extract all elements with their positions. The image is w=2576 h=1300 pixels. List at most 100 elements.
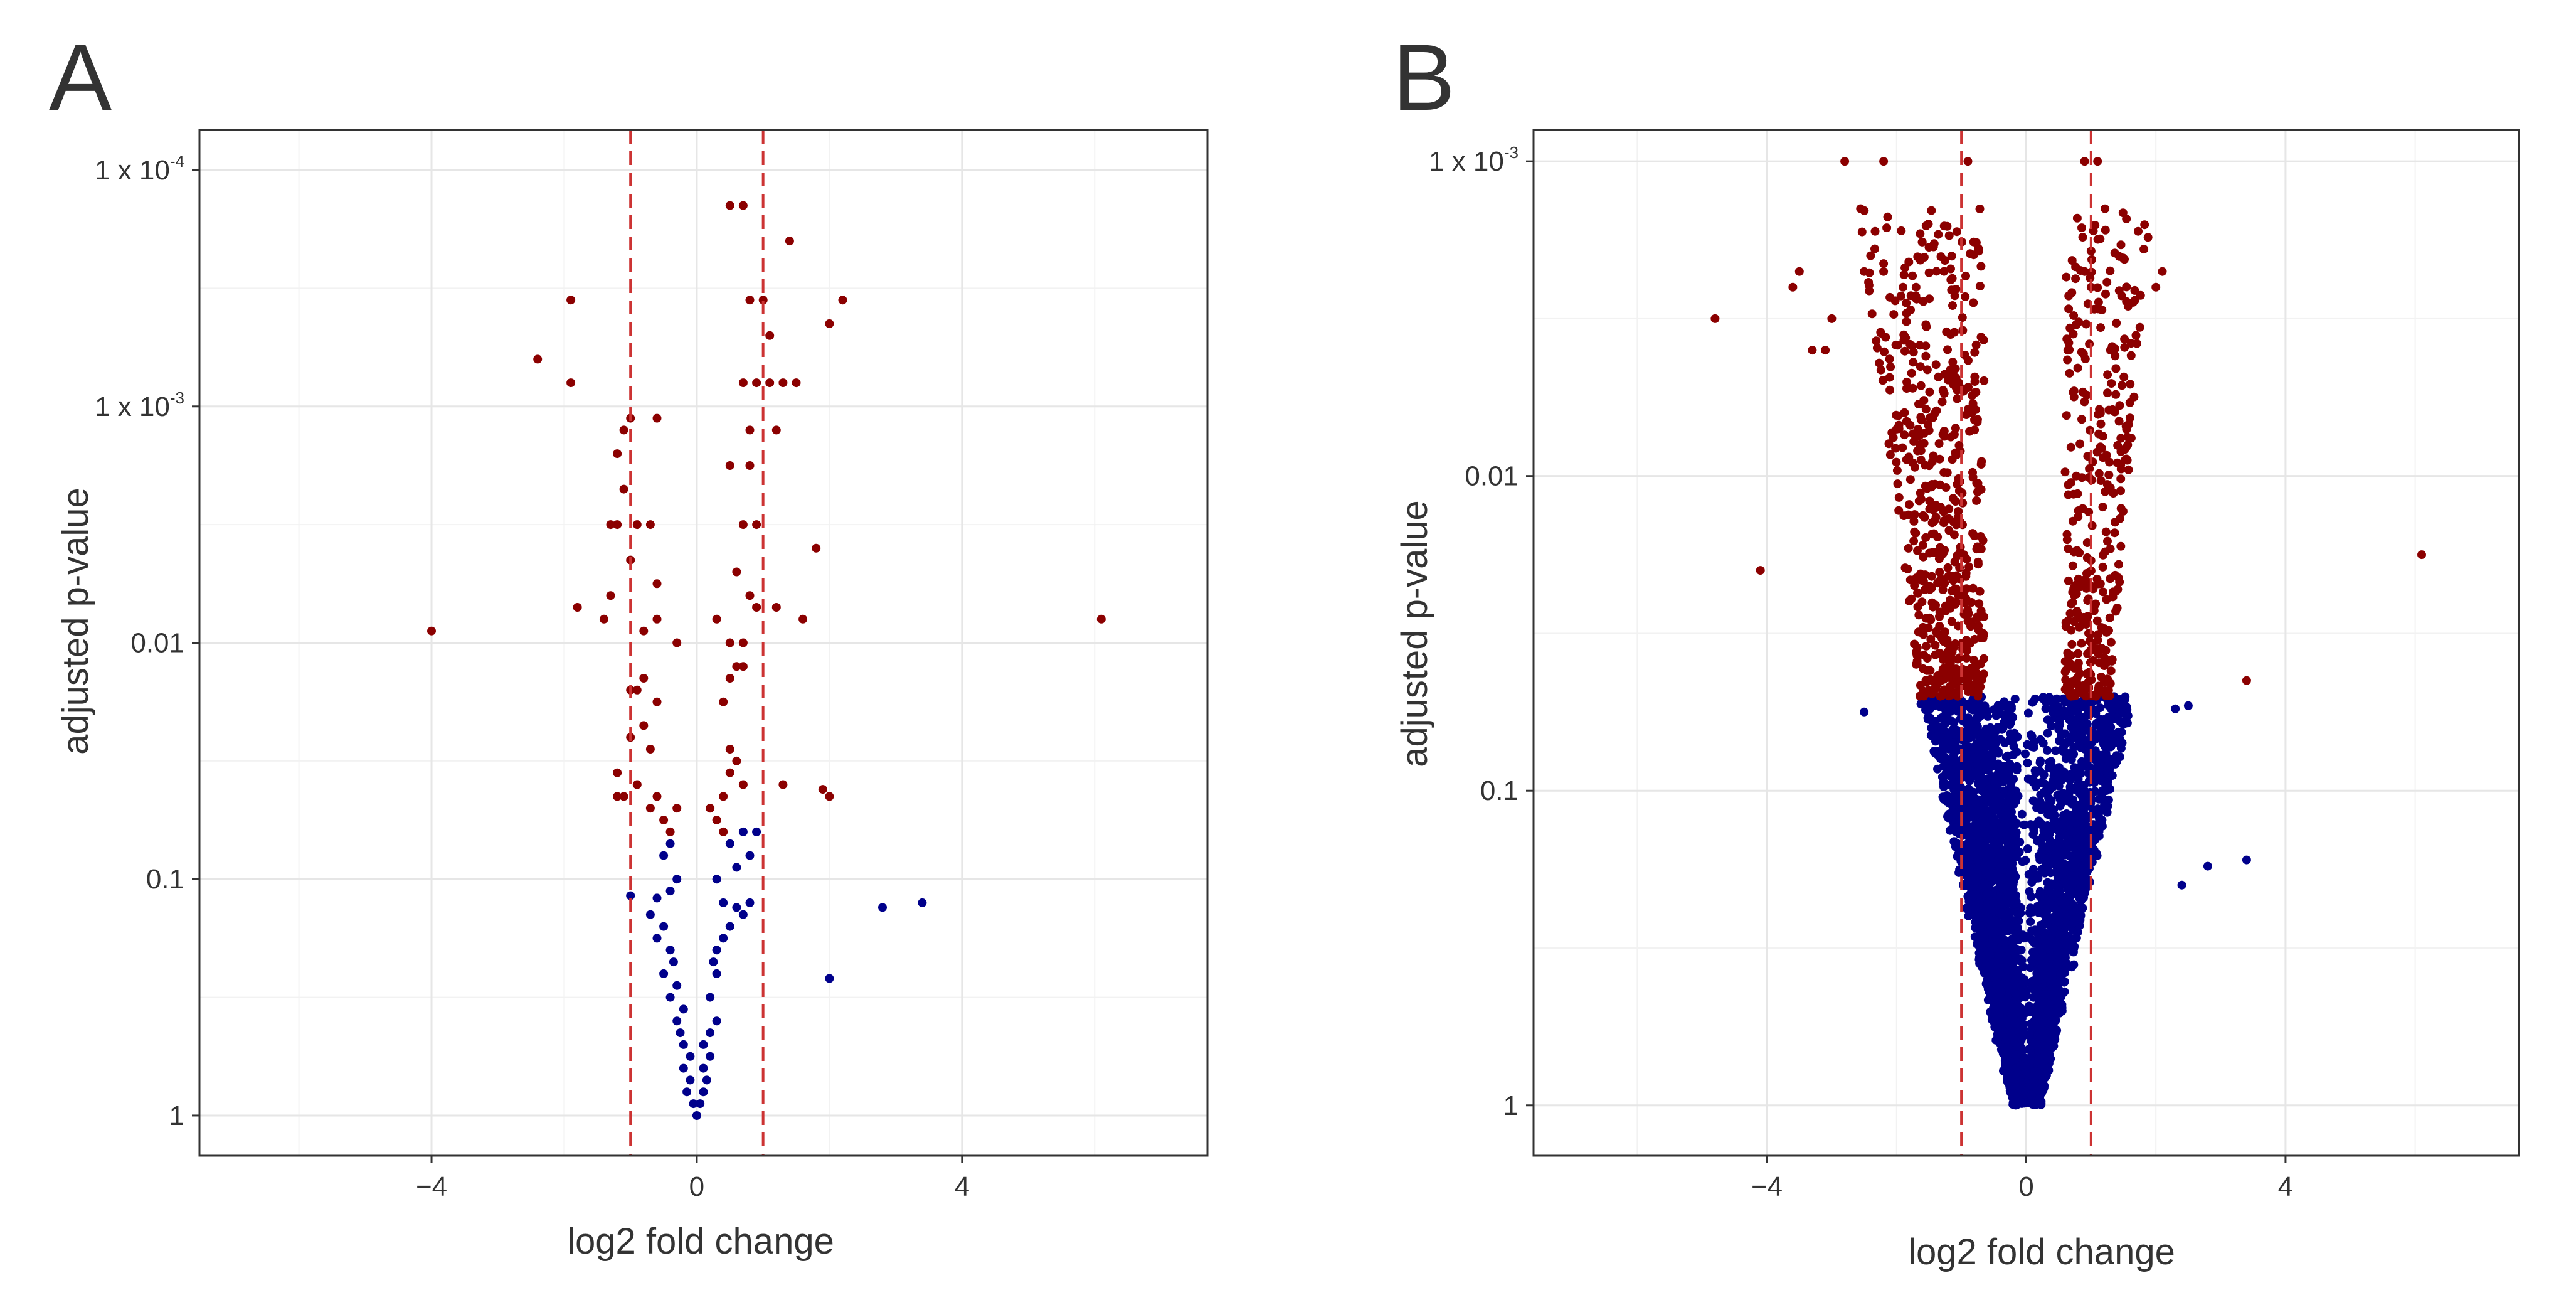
point-cloud-sig-b-4017 <box>2070 617 2079 626</box>
point-cloud-sig-b-3629 <box>2069 329 2078 339</box>
point-cloud-ns-b-2347 <box>1931 737 1940 746</box>
point-cloud-sig-b-3750 <box>1947 617 1956 626</box>
point-cloud-ns-b-3270 <box>2016 1060 2025 1070</box>
point-cloud-sig-b-3678 <box>2096 419 2106 429</box>
point-cloud-sig-b-4198 <box>1885 450 1895 459</box>
point-cloud-sig-b-4274 <box>1867 309 1877 319</box>
point-cloud-ns-b-2749 <box>2085 777 2094 787</box>
point-cloud-sig-b-3402 <box>1976 262 1986 271</box>
point-cloud-ns-b-3193 <box>2013 907 2023 917</box>
point-not_significant-a-33 <box>652 934 662 943</box>
point-cloud-ns-b-3078 <box>2045 887 2054 896</box>
point-cloud-sig-b-4212 <box>1916 381 1926 390</box>
point-significant-a-53 <box>613 520 622 530</box>
point-cloud-sig-b-3453 <box>1922 641 1931 651</box>
point-cloud-sig-b-4251 <box>1977 629 1986 639</box>
point-cloud-ns-b-3383 <box>1996 994 2006 1003</box>
point-significant-a-63 <box>652 614 662 624</box>
point-cloud-sig-b-4189 <box>2096 476 2106 485</box>
point-cloud-sig-b-3673 <box>2134 226 2143 236</box>
point-significant-a-34 <box>706 804 715 813</box>
point-cloud-sig-b-4250 <box>1946 604 1955 613</box>
point-cloud-ns-b-3338 <box>2015 1084 2025 1094</box>
point-cloud-sig-b-3878 <box>1907 594 1916 604</box>
point-cloud-sig-b-4042 <box>2116 474 2126 484</box>
point-cloud-ns-b-3255 <box>1948 745 1958 754</box>
point-cloud-ns-b-1996 <box>2043 715 2052 725</box>
point-cloud-ns-b-3144 <box>2097 792 2106 802</box>
point-cloud-sig-b-3944 <box>2066 651 2075 660</box>
point-significant-a-9 <box>765 378 775 388</box>
point-cloud-ns-b-3249 <box>2056 999 2065 1008</box>
point-not_significant-a-50 <box>669 957 678 967</box>
point-cloud-sig-b-3554 <box>2104 471 2114 479</box>
point-cloud-ns-b-3269 <box>1978 816 1987 826</box>
point-cloud-ns-b-3365 <box>1968 908 1977 918</box>
point-significant-a-72 <box>613 768 622 777</box>
point-cloud-ns-b-3041 <box>2093 804 2102 814</box>
point-cloud-sig-b-3589 <box>1919 630 1928 639</box>
point-not_significant-b-0 <box>1860 707 1869 717</box>
point-cloud-ns-b-3036 <box>2072 786 2081 794</box>
point-cloud-ns-b-2854 <box>1977 777 1986 786</box>
point-cloud-ns-b-3146 <box>2013 732 2022 742</box>
panel-label-b: B <box>1392 24 1456 130</box>
point-cloud-sig-b-4254 <box>1945 658 1954 667</box>
point-cloud-sig-b-4143 <box>2111 587 2121 596</box>
point-cloud-ns-b-3254 <box>2068 796 2077 805</box>
point-cloud-ns-b-3194 <box>1930 719 1939 728</box>
point-cloud-sig-b-3762 <box>2113 440 2123 450</box>
point-significant-a-25 <box>732 662 741 671</box>
point-cloud-sig-b-3486 <box>1943 345 1952 354</box>
point-cloud-ns-b-2483 <box>1951 841 1961 851</box>
point-cloud-sig-b-3600 <box>2106 266 2115 275</box>
point-cloud-ns-b-3374 <box>2065 937 2074 947</box>
point-cloud-sig-b-3535 <box>2124 465 2133 474</box>
point-cloud-sig-b-4115 <box>2077 615 2086 624</box>
point-cloud-sig-b-4119 <box>1975 205 1985 213</box>
point-cloud-sig-b-4120 <box>2085 339 2094 349</box>
point-not_significant-a-1 <box>878 903 887 912</box>
point-cloud-sig-b-3887 <box>1921 481 1930 491</box>
point-cloud-sig-b-3936 <box>2083 596 2092 605</box>
point-cloud-ns-b-809 <box>2043 728 2052 738</box>
point-cloud-sig-b-3873 <box>1946 275 1956 284</box>
point-cloud-sig-b-3511 <box>2086 247 2096 256</box>
point-cloud-ns-b-2966 <box>2024 1045 2033 1054</box>
point-significant-a-58 <box>652 579 662 589</box>
point-not_significant-a-16 <box>706 1052 715 1061</box>
volcano-plot-a: −4 0 41 x 10-41 x 10-30.010.11 log2 fold c… <box>55 129 1209 1262</box>
point-cloud-sig-b-3703 <box>2112 318 2121 328</box>
point-cloud-ns-b-2401 <box>2097 821 2107 831</box>
point-cloud-sig-b-4051 <box>2116 504 2126 513</box>
point-cloud-ns-b-3101 <box>2008 942 2018 951</box>
point-not_significant-a-26 <box>712 875 721 884</box>
point-cloud-sig-b-3450 <box>2126 351 2136 360</box>
point-cloud-ns-b-3207 <box>2097 721 2106 730</box>
point-cloud-ns-b-2812 <box>2056 993 2065 1002</box>
point-cloud-ns-b-3187 <box>1978 805 1986 814</box>
point-cloud-sig-b-3570 <box>1893 479 1902 489</box>
point-cloud-ns-b-3340 <box>1993 845 2003 855</box>
point-cloud-ns-b-3314 <box>2001 912 2011 921</box>
point-significant-a-17 <box>752 520 761 530</box>
point-cloud-ns-b-3394 <box>2041 939 2050 949</box>
point-cloud-sig-b-4128 <box>1962 653 1971 663</box>
point-cloud-sig-b-3458 <box>2064 291 2074 301</box>
point-cloud-ns-b-2793 <box>2057 729 2066 738</box>
point-cloud-sig-b-3960 <box>1889 310 1899 319</box>
point-significant-a-59 <box>573 603 582 612</box>
point-cloud-ns-b-3226 <box>2068 706 2077 716</box>
point-cloud-sig-b-3928 <box>1967 408 1976 417</box>
point-cloud-ns-b-3180 <box>1971 824 1980 833</box>
point-cloud-ns-b-3182 <box>2067 872 2075 882</box>
point-cloud-sig-b-4142 <box>1951 424 1960 433</box>
point-cloud-ns-b-3359 <box>2104 737 2114 747</box>
y-tick-label-a-2: 0.01 <box>130 628 184 659</box>
point-cloud-ns-b-2724 <box>2044 764 2054 773</box>
point-cloud-sig-b-4243 <box>2116 460 2126 469</box>
point-cloud-ns-b-3268 <box>2040 862 2050 871</box>
point-cloud-sig-b-3848 <box>2080 397 2089 407</box>
point-cloud-sig-b-4094 <box>1970 377 1980 386</box>
point-cloud-sig-b-4263 <box>1876 365 1885 375</box>
